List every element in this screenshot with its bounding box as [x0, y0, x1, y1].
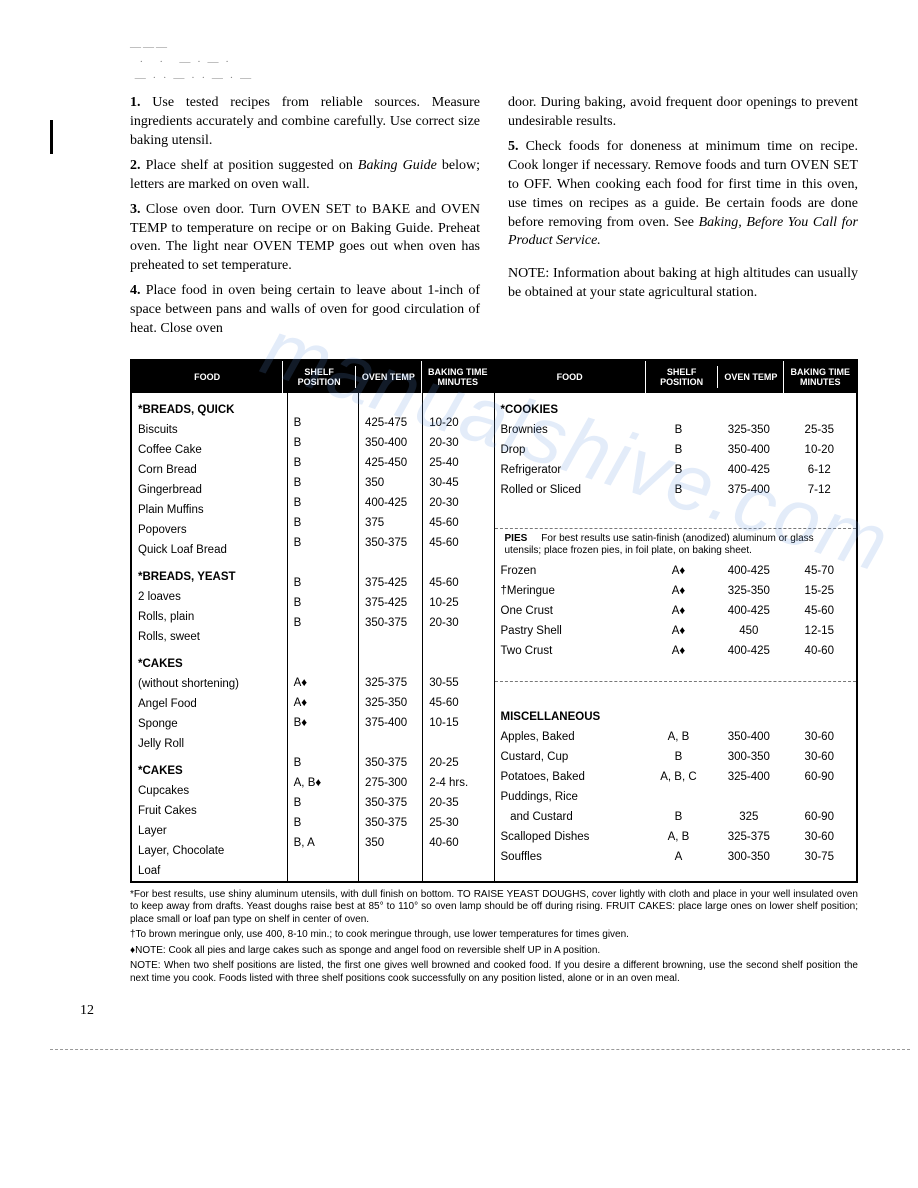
header-smudge: ——— · · — · — · — · · — · · — · —: [130, 40, 858, 86]
table-row: and CustardB32560-90: [495, 807, 857, 827]
table-row: DropB350-40010-20: [495, 440, 857, 460]
instruction-1: 1. Use tested recipes from reliable sour…: [130, 94, 480, 151]
table-row: Puddings, Rice: [495, 787, 857, 807]
hdr-temp: OVEN TEMP: [355, 366, 421, 388]
table-row: SoufflesA300-35030-75: [495, 847, 857, 867]
instruction-2b: Baking Guide: [358, 158, 437, 173]
table-row: Two CrustA♦400-42540-60: [495, 641, 857, 661]
page-number: 12: [80, 1003, 858, 1019]
instruction-2a: Place shelf at position suggested on: [146, 158, 358, 173]
instruction-3-text: Close oven door. Turn OVEN SET to BAKE a…: [130, 202, 480, 274]
margin-mark: [50, 120, 53, 154]
instruction-4: 4. Place food in oven being certain to l…: [130, 282, 480, 339]
table-row: *COOKIES: [495, 393, 857, 420]
guide-header-right: FOOD SHELF POSITION OVEN TEMP BAKING TIM…: [495, 361, 857, 393]
table-row: BrowniesB325-35025-35: [495, 420, 857, 440]
hdr-time-r: BAKING TIME MINUTES: [783, 361, 856, 393]
table-row: Rolled or SlicedB375-4007-12: [495, 480, 857, 500]
footnote-3: ♦NOTE: Cook all pies and large cakes suc…: [130, 945, 858, 958]
table-row: Custard, CupB300-35030-60: [495, 747, 857, 767]
hdr-food-r: FOOD: [495, 366, 645, 388]
left-food-col: *BREADS, QUICKBiscuitsCoffee CakeCorn Br…: [132, 393, 287, 881]
left-time-col: 10-2020-3025-4030-4520-3045-6045-60 45-6…: [422, 393, 493, 881]
hdr-shelf: SHELF POSITION: [282, 361, 355, 393]
left-column: 1. Use tested recipes from reliable sour…: [130, 94, 480, 345]
footnote-1: *For best results, use shiny aluminum ut…: [130, 889, 858, 927]
footnotes: *For best results, use shiny aluminum ut…: [130, 889, 858, 986]
page: manualshive.com ——— · · — · — · — · · — …: [0, 0, 918, 1070]
pies-note: PIESFor best results use satin-finish (a…: [495, 529, 857, 561]
guide-header-left: FOOD SHELF POSITION OVEN TEMP BAKING TIM…: [132, 361, 494, 393]
num-1: 1.: [130, 95, 141, 110]
footnote-2: †To brown meringue only, use 400, 8-10 m…: [130, 929, 858, 942]
hdr-temp-r: OVEN TEMP: [717, 366, 783, 388]
instruction-columns: 1. Use tested recipes from reliable sour…: [130, 94, 858, 345]
table-row: Scalloped DishesA, B325-37530-60: [495, 827, 857, 847]
num-5: 5.: [508, 139, 519, 154]
table-row: MISCELLANEOUS: [495, 700, 857, 727]
guide-left-body: *BREADS, QUICKBiscuitsCoffee CakeCorn Br…: [132, 393, 494, 881]
guide-right: FOOD SHELF POSITION OVEN TEMP BAKING TIM…: [494, 361, 857, 881]
instruction-1-text: Use tested recipes from reliable sources…: [130, 95, 480, 148]
guide-left: FOOD SHELF POSITION OVEN TEMP BAKING TIM…: [132, 361, 494, 881]
table-row: RefrigeratorB400-4256-12: [495, 460, 857, 480]
instruction-3: 3. Close oven door. Turn OVEN SET to BAK…: [130, 201, 480, 277]
table-row: FrozenA♦400-42545-70: [495, 561, 857, 581]
table-row: †MeringueA♦325-35015-25: [495, 581, 857, 601]
instruction-4b: door. During baking, avoid frequent door…: [508, 94, 858, 132]
instruction-2: 2. Place shelf at position suggested on …: [130, 157, 480, 195]
num-4: 4.: [130, 283, 141, 298]
hdr-shelf-r: SHELF POSITION: [645, 361, 718, 393]
table-row: Potatoes, BakedA, B, C325-40060-90: [495, 767, 857, 787]
instruction-note: NOTE: Information about baking at high a…: [508, 265, 858, 303]
right-column: door. During baking, avoid frequent door…: [508, 94, 858, 345]
bottom-rule: [50, 1049, 910, 1050]
table-row: One CrustA♦400-42545-60: [495, 601, 857, 621]
hdr-food: FOOD: [132, 366, 282, 388]
hdr-time: BAKING TIME MINUTES: [421, 361, 494, 393]
table-row: Pastry ShellA♦45012-15: [495, 621, 857, 641]
left-shelf-col: BBBBBBB BBB A♦A♦B♦ BA, B♦BBB, A: [287, 393, 358, 881]
left-temp-col: 425-475350-400425-450350400-425375350-37…: [358, 393, 422, 881]
num-3: 3.: [130, 202, 141, 217]
table-row: Apples, BakedA, B350-40030-60: [495, 727, 857, 747]
instruction-4-text: Place food in oven being certain to leav…: [130, 283, 480, 336]
baking-guide-table: FOOD SHELF POSITION OVEN TEMP BAKING TIM…: [130, 359, 858, 883]
num-2: 2.: [130, 158, 141, 173]
instruction-5: 5. Check foods for doneness at minimum t…: [508, 138, 858, 251]
guide-right-body: *COOKIES BrowniesB325-35025-35DropB350-4…: [495, 393, 857, 867]
footnote-4: NOTE: When two shelf positions are liste…: [130, 960, 858, 985]
